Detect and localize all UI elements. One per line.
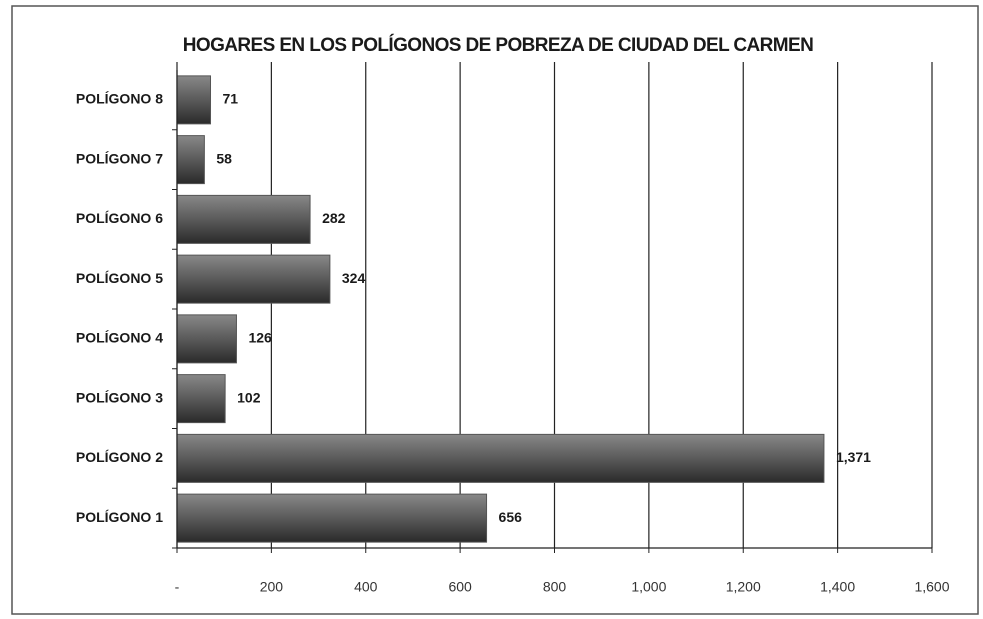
bar	[176, 314, 237, 364]
value-label: 71	[223, 91, 239, 107]
bar	[176, 75, 212, 125]
y-tick-label: POLÍGONO 4	[76, 330, 163, 346]
value-label: 656	[499, 509, 523, 525]
value-label: 126	[248, 330, 272, 346]
bar	[176, 254, 331, 304]
x-tick-label: 400	[354, 579, 378, 595]
x-tick-label: -	[175, 579, 180, 595]
value-label: 102	[237, 389, 261, 405]
bar	[176, 433, 825, 483]
chart-frame	[11, 5, 979, 615]
y-tick-label: POLÍGONO 1	[76, 509, 163, 525]
chart-title: HOGARES EN LOS POLÍGONOS DE POBREZA DE C…	[183, 34, 813, 56]
value-label: 1,371	[836, 449, 871, 465]
value-label: 282	[322, 210, 346, 226]
x-tick-label: 1,200	[726, 579, 761, 595]
value-label: 324	[342, 270, 366, 286]
y-tick-label: POLÍGONO 6	[76, 210, 163, 226]
y-tick-label: POLÍGONO 8	[76, 91, 163, 107]
y-tick-label: POLÍGONO 7	[76, 150, 163, 166]
y-tick-label: POLÍGONO 3	[76, 389, 163, 405]
x-tick-label: 1,000	[631, 579, 666, 595]
value-label: 58	[216, 150, 232, 166]
x-tick-label: 1,600	[914, 579, 949, 595]
x-tick-label: 800	[543, 579, 567, 595]
bar	[176, 194, 311, 244]
y-tick-label: POLÍGONO 2	[76, 449, 163, 465]
x-tick-label: 600	[448, 579, 472, 595]
y-tick-label: POLÍGONO 5	[76, 270, 163, 286]
bar	[176, 135, 205, 185]
bar	[176, 493, 488, 543]
x-tick-label: 200	[260, 579, 284, 595]
x-tick-label: 1,400	[820, 579, 855, 595]
bar	[176, 374, 226, 424]
